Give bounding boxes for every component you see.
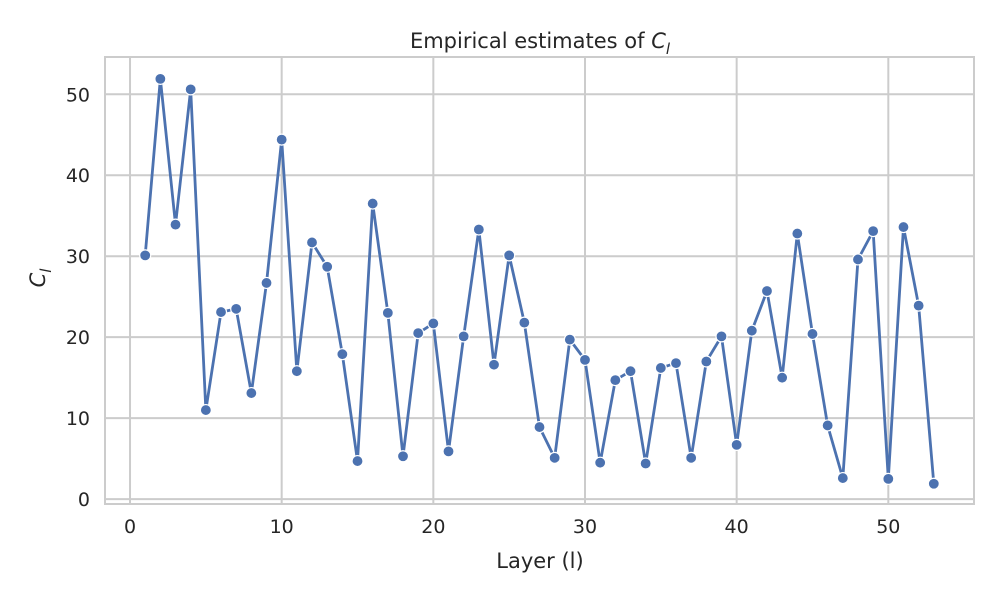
y-axis-ticks: 0 10 20 30 40 50 bbox=[66, 84, 90, 511]
y-axis-label-subscript: l bbox=[37, 268, 55, 273]
data-point bbox=[851, 253, 865, 266]
x-tick-label: 0 bbox=[124, 516, 136, 538]
data-point bbox=[669, 356, 683, 370]
y-tick-label: 10 bbox=[66, 408, 90, 430]
data-point bbox=[760, 284, 774, 298]
data-point bbox=[821, 419, 834, 432]
data-point bbox=[745, 324, 758, 337]
x-tick-label: 50 bbox=[876, 516, 900, 538]
data-point bbox=[305, 236, 319, 249]
data-point bbox=[882, 472, 895, 485]
y-tick-label: 50 bbox=[66, 84, 90, 106]
data-point bbox=[487, 358, 501, 371]
data-point bbox=[654, 361, 667, 375]
data-point bbox=[457, 330, 470, 343]
data-point bbox=[396, 450, 410, 463]
x-tick-label: 20 bbox=[421, 516, 445, 538]
data-point bbox=[321, 260, 334, 273]
data-point bbox=[806, 327, 819, 341]
data-point bbox=[290, 365, 303, 378]
data-point bbox=[351, 454, 364, 468]
data-point bbox=[169, 218, 182, 231]
y-axis-label-symbol: C bbox=[26, 272, 50, 287]
data-point bbox=[685, 451, 698, 464]
data-point bbox=[563, 333, 576, 346]
data-point bbox=[366, 197, 379, 210]
data-point bbox=[260, 276, 273, 290]
data-point bbox=[639, 457, 652, 470]
data-point bbox=[184, 83, 197, 96]
chart-title-text: Empirical estimates of bbox=[410, 29, 645, 53]
data-point bbox=[245, 386, 258, 400]
data-point bbox=[867, 225, 880, 238]
data-point bbox=[609, 374, 622, 387]
x-tick-label: 30 bbox=[573, 516, 597, 538]
data-point bbox=[275, 133, 288, 146]
chart-title: Empirical estimates of Cl bbox=[410, 29, 671, 58]
plot-frame bbox=[104, 56, 975, 505]
data-point bbox=[199, 403, 212, 417]
y-tick-label: 30 bbox=[66, 246, 90, 268]
data-point bbox=[472, 223, 485, 236]
data-point bbox=[578, 353, 592, 366]
y-axis-label: Cl bbox=[26, 268, 55, 288]
x-axis-ticks: 0 10 20 30 40 50 bbox=[124, 516, 900, 538]
data-point bbox=[503, 249, 516, 262]
data-point bbox=[412, 327, 425, 340]
data-point bbox=[230, 302, 243, 315]
data-point bbox=[427, 317, 440, 330]
x-axis-label: Layer (l) bbox=[496, 549, 583, 573]
data-point bbox=[624, 365, 637, 378]
chart-title-subscript: l bbox=[666, 40, 671, 58]
x-tick-label: 10 bbox=[270, 516, 294, 538]
data-point bbox=[730, 438, 743, 451]
x-tick-label: 40 bbox=[725, 516, 749, 538]
grid-lines bbox=[105, 57, 974, 504]
y-tick-label: 20 bbox=[66, 327, 90, 349]
data-point bbox=[912, 299, 925, 312]
data-point bbox=[594, 456, 607, 469]
y-tick-label: 0 bbox=[78, 489, 90, 511]
data-point bbox=[776, 371, 789, 384]
data-point bbox=[548, 451, 561, 464]
data-point bbox=[518, 316, 531, 329]
data-point bbox=[381, 306, 394, 319]
series-group bbox=[139, 72, 940, 490]
chart-title-symbol: C bbox=[651, 29, 666, 53]
data-point bbox=[139, 249, 152, 262]
data-point bbox=[154, 72, 167, 85]
data-point bbox=[715, 330, 728, 343]
data-point bbox=[442, 445, 455, 458]
data-point bbox=[700, 355, 713, 368]
data-point bbox=[214, 305, 228, 319]
data-point bbox=[897, 220, 910, 234]
data-point bbox=[927, 477, 940, 490]
data-point bbox=[336, 348, 349, 361]
data-point bbox=[791, 227, 804, 240]
data-point bbox=[836, 471, 849, 485]
y-tick-label: 40 bbox=[66, 165, 90, 187]
data-point bbox=[533, 420, 546, 434]
